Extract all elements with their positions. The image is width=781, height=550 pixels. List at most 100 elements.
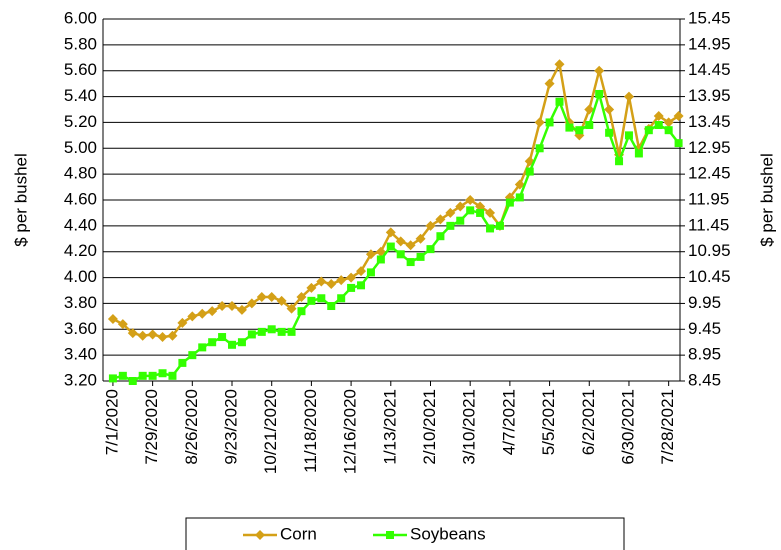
- y-tick-label: 4.80: [64, 164, 97, 183]
- point: [197, 308, 208, 319]
- point: [276, 295, 287, 306]
- x-tick-label: 11/18/2020: [301, 389, 320, 473]
- y2-tick-label: 15.45: [688, 8, 731, 27]
- point: [237, 338, 246, 347]
- point: [346, 272, 357, 283]
- point: [395, 236, 406, 247]
- point: [236, 304, 247, 315]
- legend-label: Soybeans: [410, 524, 486, 543]
- point: [375, 246, 386, 257]
- y2-tick-label: 13.45: [688, 112, 731, 131]
- point: [565, 123, 574, 132]
- y2-tick-label: 14.45: [688, 60, 731, 79]
- point: [158, 369, 167, 378]
- x-tick-label: 7/29/2020: [142, 389, 161, 465]
- y2-tick-label: 14.95: [688, 34, 731, 53]
- series-line: [112, 89, 680, 383]
- y2-tick-label: 10.95: [688, 241, 731, 260]
- x-tick-label: 4/7/2021: [499, 389, 518, 455]
- y-tick-label: 3.40: [64, 345, 97, 364]
- x-tick-label: 6/30/2021: [618, 389, 637, 465]
- point: [466, 206, 475, 215]
- x-tick-label: 10/21/2020: [261, 389, 280, 474]
- point: [287, 327, 296, 336]
- legend-label: Corn: [280, 524, 317, 543]
- y2-tick-label: 8.45: [688, 370, 721, 389]
- y-axis-title: $ per bushel: [11, 153, 30, 247]
- point: [495, 221, 504, 230]
- y-tick-label: 5.80: [64, 34, 97, 53]
- point: [545, 118, 554, 127]
- y2-tick-label: 11.45: [688, 215, 729, 234]
- point: [257, 327, 266, 336]
- point: [157, 332, 168, 343]
- point: [446, 221, 455, 230]
- point: [515, 193, 524, 202]
- y-tick-label: 4.60: [64, 189, 97, 208]
- point: [465, 195, 476, 205]
- point: [246, 298, 257, 309]
- point: [137, 330, 148, 341]
- point: [425, 220, 436, 231]
- point: [595, 89, 604, 98]
- point: [554, 59, 565, 70]
- point: [604, 104, 615, 115]
- y-tick-label: 5.00: [64, 138, 97, 157]
- y2-tick-label: 9.95: [688, 293, 721, 312]
- point: [198, 343, 207, 352]
- x-tick-label: 9/23/2020: [221, 389, 240, 465]
- point: [147, 329, 158, 340]
- point: [107, 313, 118, 324]
- y-tick-label: 5.20: [64, 112, 97, 131]
- x-tick-label: 12/16/2020: [341, 389, 360, 474]
- y-tick-label: 5.60: [64, 60, 97, 79]
- point: [585, 121, 594, 130]
- point: [514, 179, 525, 190]
- point: [584, 104, 595, 115]
- point: [634, 149, 643, 158]
- point: [365, 249, 376, 260]
- series-line: [112, 60, 680, 339]
- point: [663, 117, 674, 128]
- point: [267, 325, 276, 334]
- point: [416, 252, 425, 261]
- point: [307, 296, 316, 305]
- point: [167, 330, 178, 341]
- point: [357, 281, 366, 290]
- point: [188, 351, 197, 360]
- point: [117, 319, 128, 330]
- point: [405, 240, 416, 251]
- point: [525, 167, 534, 176]
- point: [227, 301, 238, 312]
- x-tick-label: 7/1/2020: [102, 389, 121, 455]
- point: [336, 275, 347, 286]
- y2-tick-label: 9.45: [688, 319, 721, 338]
- y2-tick-label: 10.45: [688, 267, 731, 286]
- point: [623, 91, 634, 102]
- y-tick-label: 4.00: [64, 267, 97, 286]
- point: [247, 330, 256, 339]
- x-tick-label: 7/28/2021: [658, 389, 677, 465]
- point: [555, 97, 564, 106]
- point: [396, 250, 405, 259]
- point: [654, 121, 663, 130]
- point: [177, 317, 188, 328]
- point: [544, 78, 555, 89]
- point: [664, 126, 673, 135]
- point: [316, 276, 327, 287]
- point: [435, 214, 446, 225]
- point: [207, 306, 218, 317]
- point: [505, 198, 514, 207]
- point: [296, 291, 307, 302]
- point: [575, 126, 584, 135]
- point: [266, 291, 277, 302]
- point: [535, 144, 544, 153]
- point: [356, 266, 367, 277]
- point: [445, 207, 456, 218]
- point: [317, 294, 326, 303]
- point: [286, 303, 297, 314]
- point: [624, 131, 633, 140]
- point: [127, 328, 138, 339]
- point: [415, 233, 426, 244]
- point: [485, 207, 496, 218]
